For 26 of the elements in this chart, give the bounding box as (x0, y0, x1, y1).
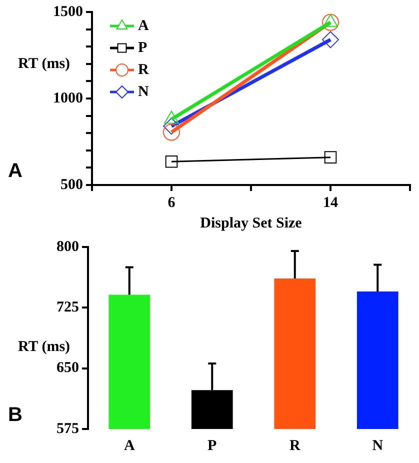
x-tick-label: P (208, 438, 217, 454)
y-tick-label: 1000 (53, 90, 83, 106)
y-tick-label: 800 (56, 238, 79, 255)
text: B (8, 404, 22, 426)
legend-label: A (138, 18, 149, 34)
legend-label: N (138, 84, 149, 100)
point (322, 31, 339, 48)
x-tick-label: N (372, 438, 384, 454)
point (165, 155, 178, 168)
y-tick-label: 725 (56, 300, 79, 316)
legend-label: P (138, 40, 148, 56)
x-tick-label: A (124, 438, 135, 454)
y-tick-label: 500 (60, 176, 83, 193)
x-tick-label: 14 (323, 194, 338, 211)
legend-label: R (138, 62, 149, 78)
y-tick-label: 1500 (53, 4, 83, 20)
y-axis-title: RT (ms) (18, 338, 70, 355)
point (324, 151, 337, 164)
x-axis-title: Display Set Size (200, 215, 302, 232)
x-tick-label: 6 (168, 194, 176, 211)
x-tick-label: R (289, 438, 300, 454)
point (163, 124, 180, 141)
y-axis-title: RT (ms) (18, 56, 70, 72)
y-tick-label: 575 (56, 420, 79, 437)
text: A (8, 160, 22, 182)
y-tick-label: 650 (56, 360, 79, 376)
